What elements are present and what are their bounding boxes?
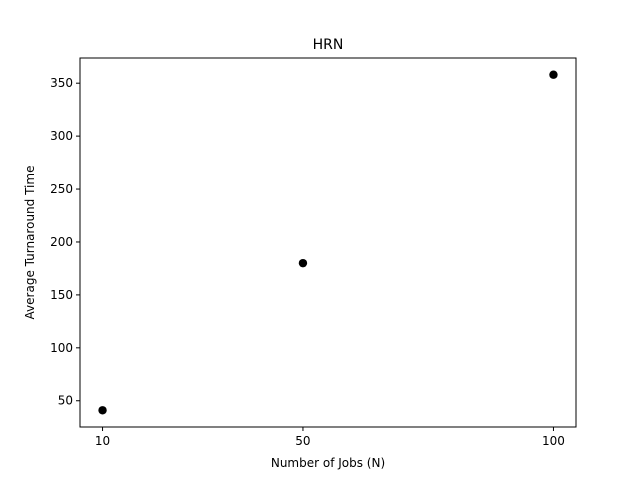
data-point [298, 258, 308, 268]
y-tick-label: 150 [50, 288, 73, 302]
y-tick-label: 350 [50, 76, 73, 90]
chart-title: HRN [313, 37, 344, 53]
y-axis-label: Average Turnaround Time [23, 166, 37, 320]
y-axis-ticks: 50 100 150 200 250 300 350 [50, 76, 80, 408]
plot-frame [79, 57, 577, 428]
y-tick-label: 50 [58, 394, 73, 408]
y-tick-label: 100 [50, 341, 73, 355]
y-tick-label: 300 [50, 129, 73, 143]
data-points [98, 70, 558, 415]
y-tick-label: 250 [50, 182, 73, 196]
data-point [549, 70, 558, 79]
x-axis-label: Number of Jobs (N) [271, 456, 385, 470]
x-tick-label: 100 [542, 434, 565, 448]
x-tick-label: 10 [95, 434, 110, 448]
y-tick-label: 200 [50, 235, 73, 249]
x-tick-label: 50 [295, 434, 310, 448]
data-point [98, 406, 107, 415]
x-axis-ticks: 10 50 100 [95, 427, 565, 448]
